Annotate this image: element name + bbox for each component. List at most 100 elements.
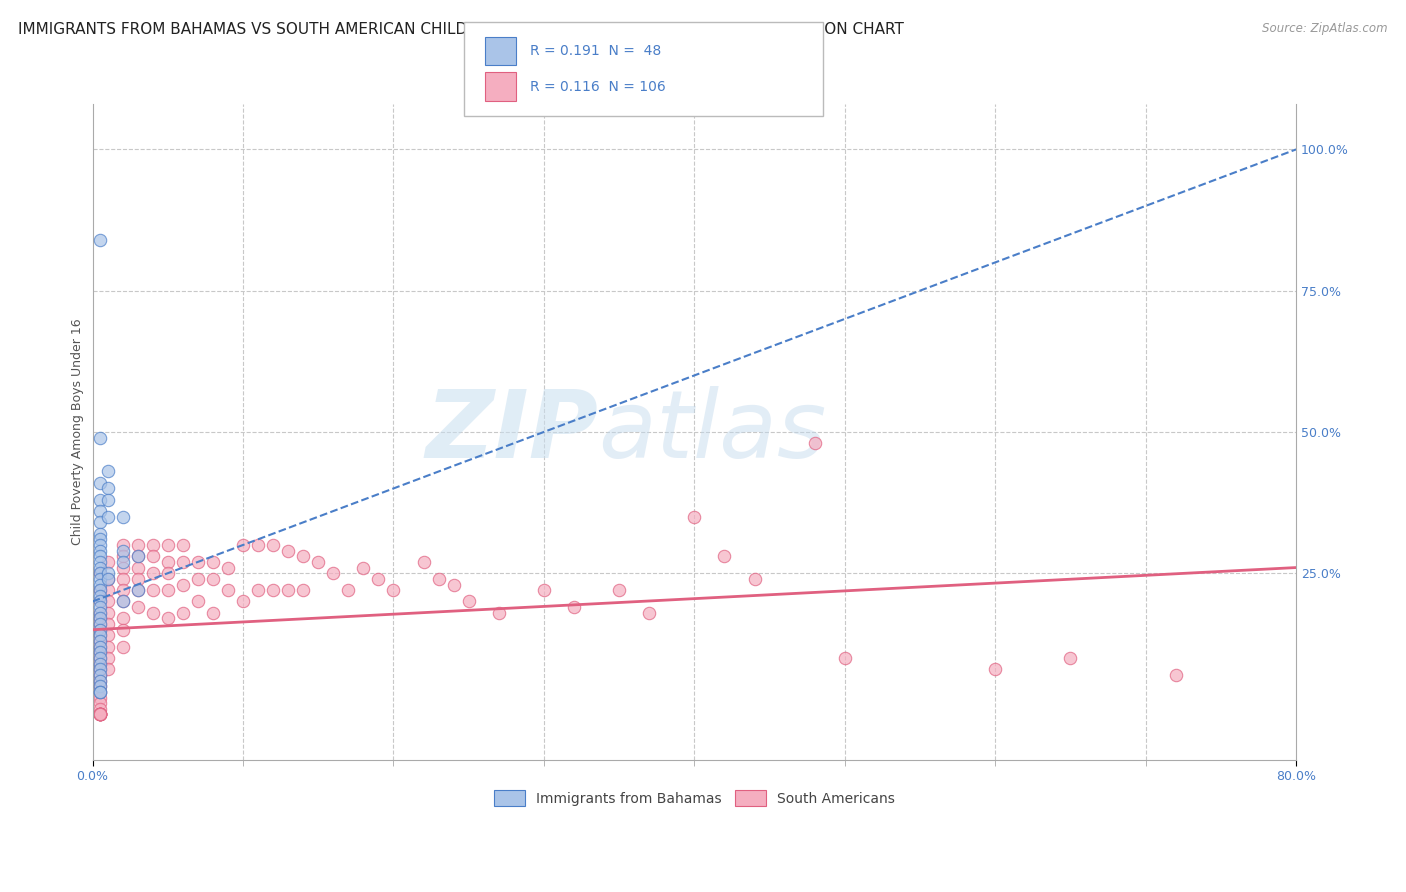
Point bbox=[89, 560, 111, 574]
Point bbox=[89, 679, 111, 693]
Point bbox=[97, 492, 120, 507]
Point bbox=[803, 436, 825, 450]
Point bbox=[89, 526, 111, 541]
Point bbox=[97, 572, 120, 586]
Point bbox=[89, 707, 111, 722]
Point bbox=[97, 628, 120, 642]
Text: R = 0.116  N = 106: R = 0.116 N = 106 bbox=[530, 79, 666, 94]
Point bbox=[97, 640, 120, 654]
Point bbox=[201, 555, 224, 569]
Point bbox=[142, 583, 165, 598]
Point bbox=[89, 606, 111, 620]
Point bbox=[89, 707, 111, 722]
Point bbox=[307, 555, 329, 569]
Point bbox=[89, 651, 111, 665]
Point bbox=[156, 566, 179, 581]
Point bbox=[607, 583, 630, 598]
Point bbox=[89, 628, 111, 642]
Point bbox=[89, 696, 111, 710]
Point bbox=[1164, 668, 1187, 682]
Point bbox=[156, 611, 179, 625]
Point bbox=[232, 538, 254, 552]
Point bbox=[89, 617, 111, 632]
Point bbox=[232, 594, 254, 608]
Point bbox=[89, 673, 111, 688]
Point bbox=[97, 583, 120, 598]
Point bbox=[89, 707, 111, 722]
Point bbox=[156, 538, 179, 552]
Point bbox=[89, 707, 111, 722]
Text: atlas: atlas bbox=[598, 386, 827, 477]
Point bbox=[217, 583, 239, 598]
Point bbox=[111, 543, 134, 558]
Point bbox=[984, 662, 1007, 676]
Point bbox=[562, 600, 585, 615]
Point bbox=[352, 560, 374, 574]
Point bbox=[111, 594, 134, 608]
Point bbox=[412, 555, 434, 569]
Point bbox=[172, 577, 194, 591]
Point bbox=[89, 645, 111, 659]
Point bbox=[97, 662, 120, 676]
Point bbox=[142, 538, 165, 552]
Point bbox=[277, 583, 299, 598]
Point bbox=[111, 623, 134, 637]
Point bbox=[247, 583, 270, 598]
Point bbox=[89, 617, 111, 632]
Point bbox=[89, 634, 111, 648]
Point bbox=[1059, 651, 1081, 665]
Point bbox=[172, 555, 194, 569]
Point bbox=[89, 606, 111, 620]
Point bbox=[89, 662, 111, 676]
Point bbox=[89, 504, 111, 518]
Point bbox=[89, 707, 111, 722]
Point bbox=[111, 538, 134, 552]
Point bbox=[172, 538, 194, 552]
Point bbox=[89, 685, 111, 699]
Point bbox=[111, 594, 134, 608]
Point bbox=[89, 657, 111, 671]
Point bbox=[172, 606, 194, 620]
Point bbox=[89, 538, 111, 552]
Text: R = 0.191  N =  48: R = 0.191 N = 48 bbox=[530, 44, 661, 58]
Point bbox=[89, 707, 111, 722]
Point bbox=[89, 555, 111, 569]
Point bbox=[89, 685, 111, 699]
Point bbox=[142, 606, 165, 620]
Point bbox=[89, 679, 111, 693]
Point bbox=[89, 431, 111, 445]
Point bbox=[89, 475, 111, 490]
Point bbox=[97, 482, 120, 496]
Point bbox=[127, 572, 149, 586]
Point bbox=[201, 572, 224, 586]
Point bbox=[89, 594, 111, 608]
Y-axis label: Child Poverty Among Boys Under 16: Child Poverty Among Boys Under 16 bbox=[72, 318, 84, 545]
Point bbox=[638, 606, 661, 620]
Point bbox=[97, 555, 120, 569]
Point bbox=[127, 549, 149, 564]
Point bbox=[89, 600, 111, 615]
Point bbox=[89, 583, 111, 598]
Point bbox=[89, 640, 111, 654]
Point bbox=[247, 538, 270, 552]
Point bbox=[89, 549, 111, 564]
Point bbox=[262, 538, 284, 552]
Point bbox=[292, 549, 315, 564]
Point bbox=[97, 509, 120, 524]
Point bbox=[277, 543, 299, 558]
Point bbox=[89, 634, 111, 648]
Point bbox=[89, 623, 111, 637]
Point bbox=[382, 583, 405, 598]
Point bbox=[89, 651, 111, 665]
Point bbox=[111, 640, 134, 654]
Point bbox=[97, 617, 120, 632]
Point bbox=[111, 560, 134, 574]
Point bbox=[834, 651, 856, 665]
Point bbox=[89, 668, 111, 682]
Text: IMMIGRANTS FROM BAHAMAS VS SOUTH AMERICAN CHILD POVERTY AMONG BOYS UNDER 16 CORR: IMMIGRANTS FROM BAHAMAS VS SOUTH AMERICA… bbox=[18, 22, 904, 37]
Point bbox=[111, 611, 134, 625]
Point bbox=[533, 583, 555, 598]
Point bbox=[97, 594, 120, 608]
Point bbox=[337, 583, 360, 598]
Point bbox=[89, 707, 111, 722]
